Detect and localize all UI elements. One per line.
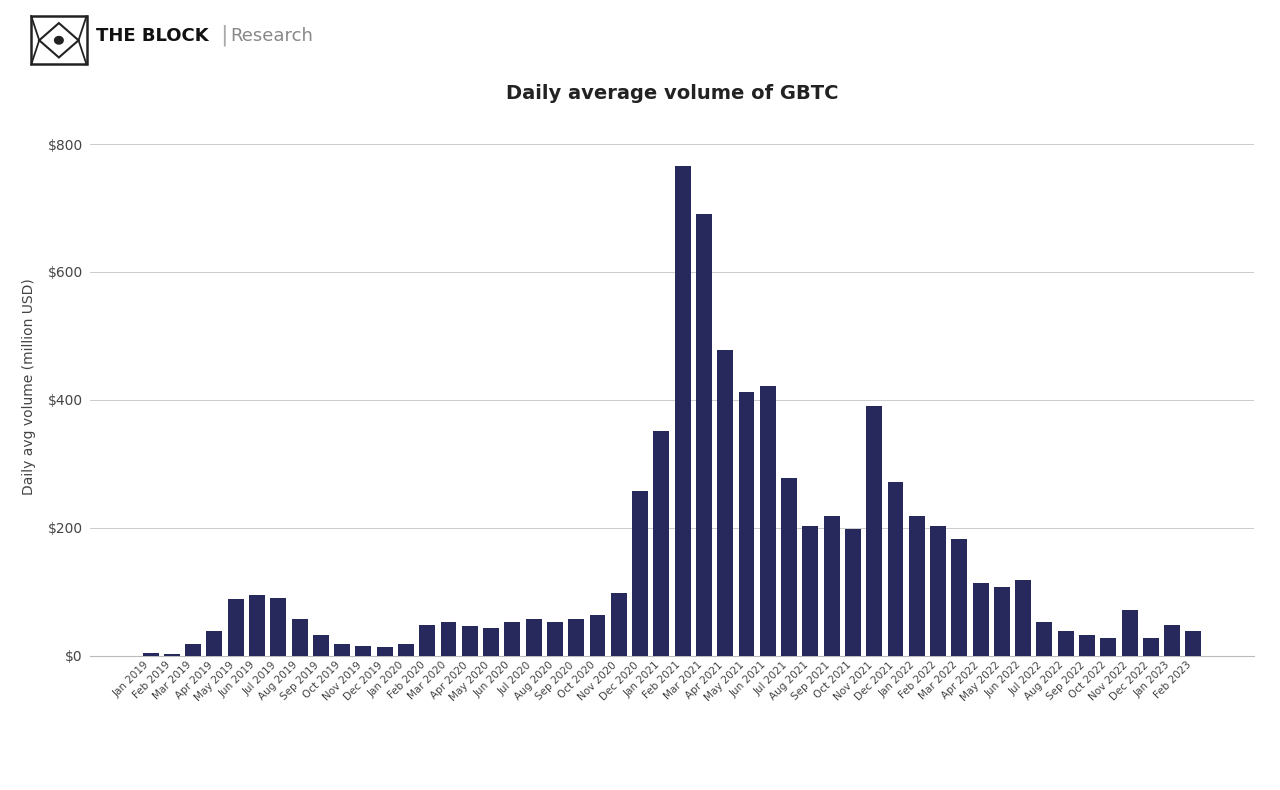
Text: THE BLOCK: THE BLOCK [96,27,209,44]
Bar [909,517,924,656]
Bar [845,529,861,656]
Bar [526,619,541,656]
Bar [611,593,627,656]
Bar [568,619,584,656]
Bar [951,539,968,656]
Bar [206,631,223,656]
Y-axis label: Daily avg volume (million USD): Daily avg volume (million USD) [22,279,36,495]
Bar [462,626,477,656]
Bar [440,623,457,656]
Bar [590,615,605,656]
Circle shape [55,36,63,44]
Bar [696,214,712,656]
Bar [1057,631,1074,656]
Bar [1185,631,1202,656]
Bar [1037,623,1052,656]
Bar [803,526,818,656]
Bar [1121,610,1138,656]
Bar [931,526,946,656]
Bar [717,350,733,656]
Bar [867,406,882,656]
Bar [739,392,754,656]
Text: |: | [220,24,228,47]
Bar [1101,638,1116,656]
Bar [186,644,201,656]
Bar [823,517,840,656]
Bar [228,600,243,656]
Bar [760,386,776,656]
Bar [1143,638,1158,656]
Bar [1015,580,1032,656]
Bar [420,625,435,656]
Bar [653,431,669,656]
Bar [250,595,265,656]
Bar [504,622,521,656]
Bar [483,627,499,656]
Bar [1165,625,1180,656]
Bar [973,584,988,656]
Bar [675,167,691,656]
Bar [632,491,648,656]
Bar [398,644,413,656]
Title: Daily average volume of GBTC: Daily average volume of GBTC [506,84,838,103]
Text: Research: Research [230,27,314,44]
Bar [547,622,563,656]
Bar [164,654,179,656]
Bar [312,635,329,656]
Bar [995,587,1010,656]
Bar [292,619,307,656]
Bar [887,482,904,656]
Bar [376,647,393,656]
Bar [781,478,797,656]
Bar [334,644,349,656]
Bar [1079,635,1094,656]
Bar [356,646,371,656]
Bar [142,653,159,656]
Bar [270,598,287,656]
